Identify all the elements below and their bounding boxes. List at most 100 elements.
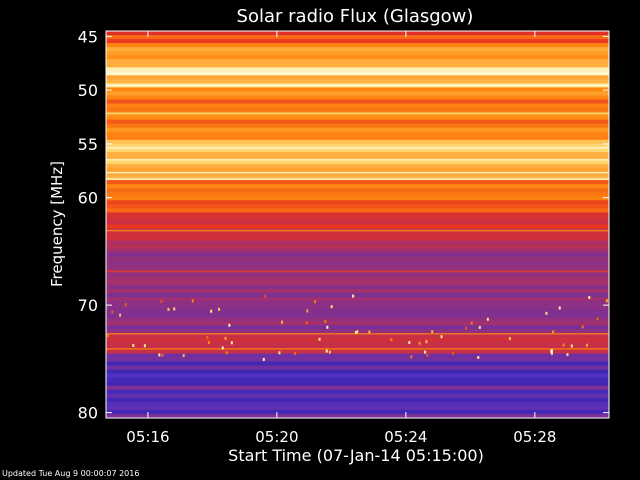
spectrogram-row [106,389,609,395]
signal-speck [550,348,553,352]
spectrogram-row [106,361,609,367]
signal-speck [550,351,553,355]
signal-speck [173,307,176,311]
signal-speck [158,353,161,357]
signal-speck [545,311,548,315]
spectrogram-row [106,164,609,169]
signal-speck [262,357,265,361]
emission-line [106,270,609,273]
y-tick-label: 50 [78,81,98,100]
signal-speck [191,299,194,303]
signal-speck [132,344,135,348]
x-tick-label: 05:24 [384,428,427,446]
signal-speck [408,341,411,345]
spectrogram-row [106,188,609,193]
emission-line [106,229,609,232]
spectrogram-row [106,168,609,173]
signal-speck [425,340,428,344]
spectrogram-row [106,55,609,60]
spectrogram-row [106,244,609,250]
spectrogram-row [106,301,609,306]
plot-frame [105,30,610,419]
spectrogram-row [106,341,609,347]
spectrogram-row [106,200,609,205]
signal-speck [440,335,443,339]
spectrogram-row [106,248,609,254]
spectrogram-row [106,208,609,214]
spectrogram-row [106,155,609,161]
spectrogram-row [106,107,609,113]
emission-line [106,158,609,161]
y-tick-label: 55 [78,135,98,154]
signal-speck [228,323,231,327]
spectrogram-row [106,381,609,387]
spectrogram-row [106,180,609,185]
spectrogram-row [106,401,609,407]
spectrogram-row [106,204,609,209]
spectrogram-row [106,115,609,121]
spectrogram-row [106,313,609,318]
spectrogram-row [106,284,609,290]
spectrogram-row [106,139,609,145]
spectrogram-row [106,413,609,419]
y-axis-label: Frequency [MHz] [48,161,66,287]
signal-speck [206,335,209,339]
spectrogram-row [106,67,609,72]
emission-line [106,178,609,180]
signal-speck [124,303,127,307]
signal-speck [281,320,284,324]
spectrogram-row [106,289,609,294]
spectrogram-row [106,357,609,363]
signal-speck [426,353,429,357]
signal-speck [368,330,371,334]
emission-line [106,333,609,335]
spectrogram-row [106,31,609,36]
spectrogram-row [106,264,609,270]
signal-speck [465,326,468,330]
spectrogram-row [106,79,609,85]
signal-speck [325,349,328,353]
spectrogram-row [106,151,609,157]
spectrogram-row [106,192,609,197]
x-tick-label: 05:20 [255,428,298,446]
signal-speck [143,344,146,348]
x-tick-label: 05:16 [126,428,169,446]
signal-speck [508,337,511,341]
signal-speck [562,343,565,347]
plot-area [106,31,609,419]
spectrogram-row [106,260,609,266]
signal-speck [566,353,569,357]
spectrogram-row [106,196,609,201]
spectrogram-row [106,256,609,262]
emission-line [106,348,609,350]
spectrogram-row [106,393,609,399]
y-tick-label: 70 [78,296,98,315]
spectrogram-row [106,63,609,68]
spectrogram-row [106,95,609,101]
spectrogram-row [106,127,609,133]
spectrogram-row [106,309,609,314]
spectrogram-row [106,325,609,330]
spectrogram-row [106,39,609,44]
signal-speck [418,341,421,345]
spectrogram-row [106,345,609,351]
signal-speck [552,330,555,334]
spectrogram-row [106,317,609,322]
y-tick-label: 60 [78,189,98,208]
y-tick-label: 80 [78,404,98,423]
signal-speck [390,338,393,342]
spectrogram-row [106,405,609,411]
signal-speck [161,353,164,357]
signal-speck [160,299,163,303]
spectrogram-row [106,409,609,415]
spectrogram-row [106,135,609,141]
signal-speck [278,351,281,355]
spectrogram-row [106,369,609,375]
signal-speck [224,336,227,340]
signal-speck [586,343,589,347]
x-axis: 05:16 05:20 05:24 05:28 [126,31,556,446]
spectrogram-row [106,240,609,246]
signal-speck [326,325,329,329]
signal-speck [451,351,454,355]
spectrogram-row [106,119,609,125]
